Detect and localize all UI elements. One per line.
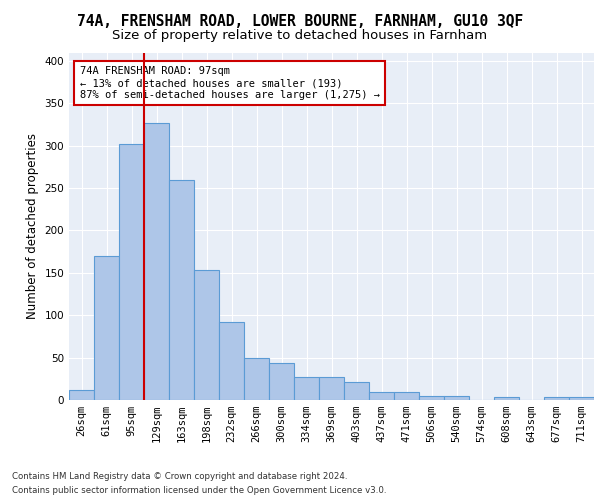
Bar xyxy=(169,180,194,400)
Bar xyxy=(369,392,394,400)
Bar xyxy=(119,144,144,400)
Bar xyxy=(569,398,594,400)
Text: 74A FRENSHAM ROAD: 97sqm
← 13% of detached houses are smaller (193)
87% of semi-: 74A FRENSHAM ROAD: 97sqm ← 13% of detach… xyxy=(79,66,380,100)
Text: Contains public sector information licensed under the Open Government Licence v3: Contains public sector information licen… xyxy=(12,486,386,495)
Text: Contains HM Land Registry data © Crown copyright and database right 2024.: Contains HM Land Registry data © Crown c… xyxy=(12,472,347,481)
Bar xyxy=(494,398,519,400)
Bar xyxy=(194,270,219,400)
Bar xyxy=(144,123,169,400)
Bar xyxy=(294,377,319,400)
Bar xyxy=(94,256,119,400)
Bar xyxy=(544,398,569,400)
Bar xyxy=(394,392,419,400)
Bar xyxy=(444,396,469,400)
Bar xyxy=(344,382,369,400)
Bar xyxy=(269,362,294,400)
Bar xyxy=(319,377,344,400)
Bar xyxy=(244,358,269,400)
Text: Size of property relative to detached houses in Farnham: Size of property relative to detached ho… xyxy=(112,29,488,42)
Y-axis label: Number of detached properties: Number of detached properties xyxy=(26,133,39,320)
Bar xyxy=(219,322,244,400)
Bar xyxy=(419,396,444,400)
Text: 74A, FRENSHAM ROAD, LOWER BOURNE, FARNHAM, GU10 3QF: 74A, FRENSHAM ROAD, LOWER BOURNE, FARNHA… xyxy=(77,14,523,29)
Bar xyxy=(69,390,94,400)
